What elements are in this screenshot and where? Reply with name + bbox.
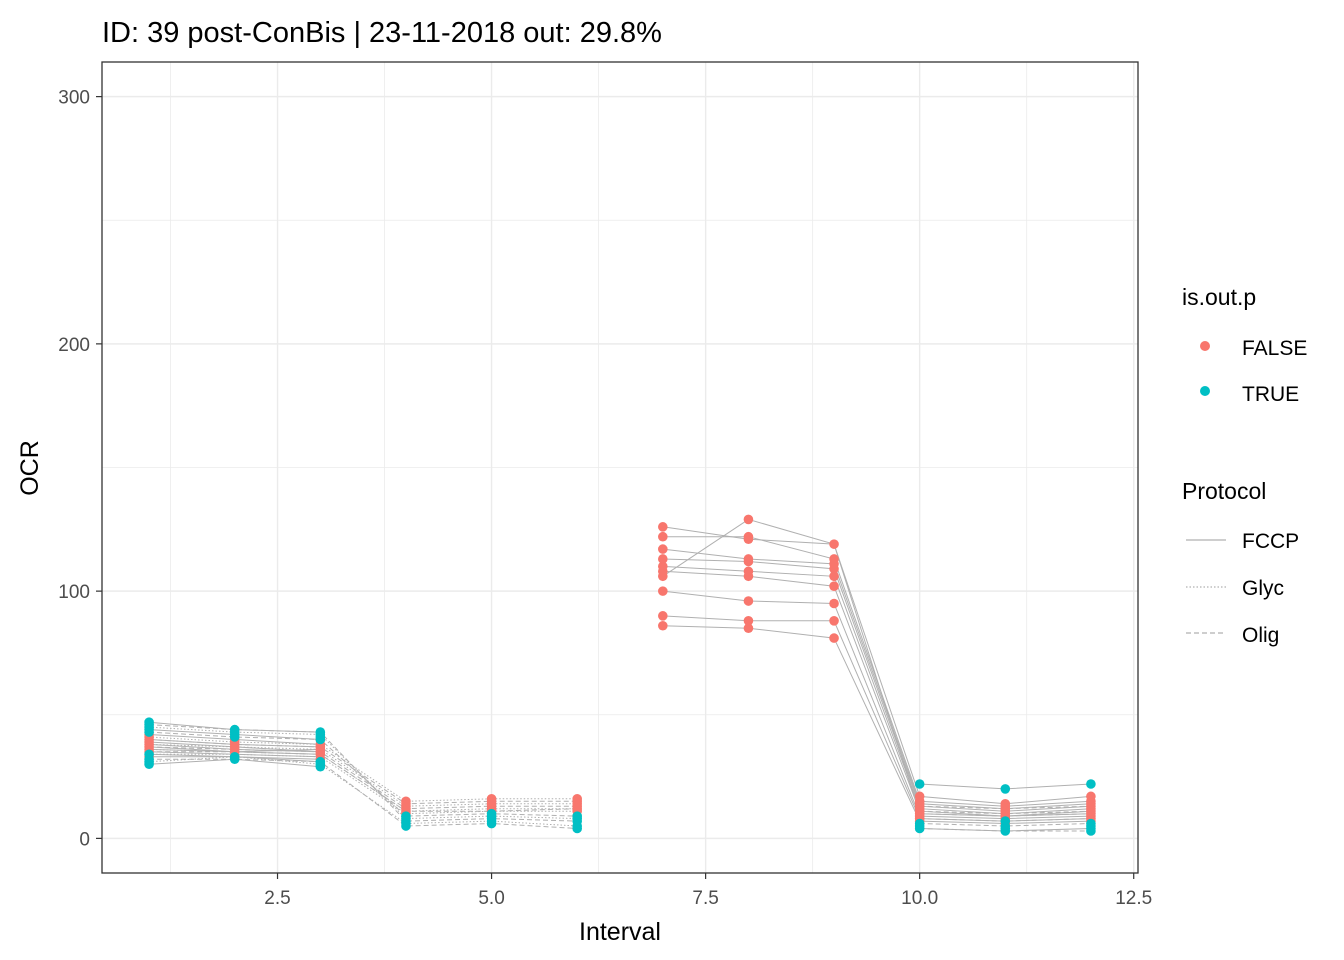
point-false [658,554,668,564]
series-line-olig [919,813,1091,817]
point-true [572,811,582,821]
point-true [144,749,154,760]
series-line-olig [919,818,1091,822]
point-false [829,598,839,609]
series-line-glyc [149,753,578,815]
point-true [229,751,240,762]
point-false [486,794,497,804]
y-tick-label: 100 [58,582,90,603]
legend-color: is.out.p FALSE TRUE [1182,284,1307,406]
point-false [743,531,754,542]
legend-color-title: is.out.p [1182,284,1256,310]
point-false [658,544,668,554]
point-false [1000,798,1011,809]
point-false [914,791,925,802]
series-line-olig [149,758,578,829]
point-false [658,611,668,621]
x-tick-label: 2.5 [264,888,290,909]
legend-true-label: TRUE [1242,383,1299,406]
point-true [315,756,326,767]
point-false [743,615,754,626]
point-false [743,596,754,606]
chart-title: ID: 39 post-ConBis | 23-11-2018 out: 29.… [102,17,662,49]
point-false [658,586,668,596]
x-tick-label: 10.0 [901,888,938,909]
point-true [486,808,497,819]
x-tick-label: 7.5 [692,888,718,909]
data-points [144,514,1096,836]
series-line-fccp [662,558,1091,812]
series-line-olig [919,810,1091,815]
legend-false-label: FALSE [1242,337,1307,360]
point-false [572,794,582,804]
point-false [743,514,754,525]
series-line-olig [919,828,1091,832]
point-false [829,581,839,591]
series-line-glyc [149,743,578,807]
series-line-glyc [149,756,578,827]
x-axis-label: Interval [579,918,661,946]
point-false [658,561,668,572]
y-axis-ticks: 0 100 200 300 [58,88,102,850]
series-line-olig [919,823,1091,827]
legend-linetype-title: Protocol [1182,478,1266,504]
y-tick-label: 0 [79,829,90,850]
grid [102,62,1138,873]
point-false [829,539,839,549]
point-false [1086,791,1096,802]
plot-panel-border [101,61,1139,874]
point-true [1086,818,1096,829]
series-line-olig [149,731,578,817]
legend-true-swatch [1200,386,1210,396]
series-line-fccp [662,590,1091,820]
point-true [1086,779,1096,789]
y-tick-label: 200 [58,335,90,356]
y-axis-label: OCR [16,440,44,496]
point-false [743,566,754,577]
point-true [144,717,154,727]
y-tick-label: 300 [58,88,90,109]
point-true [315,727,326,737]
point-false [829,633,839,643]
x-tick-label: 5.0 [478,888,504,909]
legend-glyc-label: Glyc [1242,577,1284,600]
legend-fccp-label: FCCP [1242,530,1299,553]
point-false [658,620,668,631]
legend-false-swatch [1200,341,1210,351]
point-false [829,554,839,564]
legend-linetype: Protocol FCCP Glyc Olig [1182,478,1299,647]
series-line-olig [919,805,1091,810]
point-false [401,796,411,807]
point-true [229,724,240,735]
point-true [401,811,411,821]
point-true [914,779,925,789]
x-tick-label: 12.5 [1115,888,1152,909]
point-false [658,522,668,532]
x-axis-ticks: 2.5 5.0 7.5 10.0 12.5 [264,873,1152,909]
point-false [829,571,839,582]
point-false [829,615,839,626]
series-line-olig [149,724,578,822]
series-line-fccp [662,625,1091,825]
point-false [658,531,668,542]
legend-olig-label: Olig [1242,624,1279,647]
point-true [1000,816,1011,826]
point-false [743,623,754,634]
series-line-glyc [149,736,578,802]
series-lines [149,518,1091,832]
series-line-glyc [149,748,578,812]
point-true [1000,784,1011,794]
point-false [743,554,754,564]
point-true [914,818,925,829]
